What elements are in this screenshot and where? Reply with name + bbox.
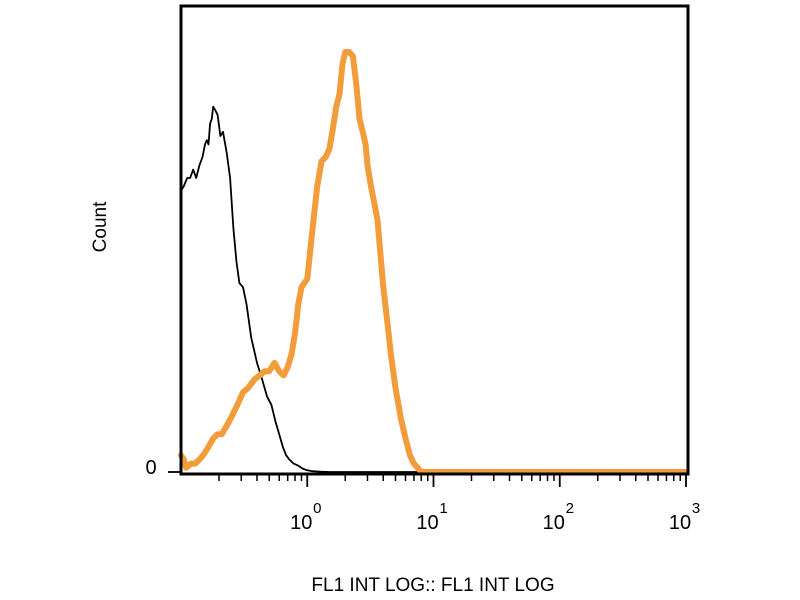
x-tick-label: 10	[416, 512, 438, 534]
y-axis-label: Count	[90, 201, 111, 252]
x-tick-label: 10	[669, 512, 691, 534]
y-tick-label: 0	[145, 457, 156, 479]
x-axis-label: FL1 INT LOG:: FL1 INT LOG	[311, 575, 554, 596]
x-tick-exponent: 2	[566, 500, 574, 517]
series-line-orange	[178, 49, 689, 475]
x-tick-label: 10	[290, 512, 312, 534]
x-tick-exponent: 0	[313, 500, 321, 517]
series-line-black	[180, 105, 687, 473]
x-tick-exponent: 1	[439, 500, 447, 517]
x-tick-label: 10	[543, 512, 565, 534]
x-tick-exponent: 3	[692, 500, 700, 517]
plot-layer	[178, 49, 689, 475]
plot-frame	[179, 4, 690, 476]
